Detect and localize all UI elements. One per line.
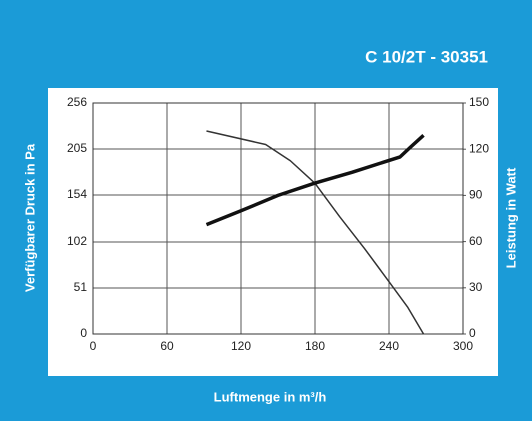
x-axis-label: Luftmenge in m³/h [214, 389, 327, 404]
series-line [206, 130, 425, 335]
x-tick-label: 240 [379, 339, 399, 353]
plot-panel [48, 88, 498, 376]
y-tick-label: 0 [80, 326, 87, 340]
y-tick-label: 154 [67, 187, 87, 201]
x-tick-label: 180 [305, 339, 325, 353]
x-tick-label: 300 [453, 339, 473, 353]
y-tick-label: 205 [67, 141, 87, 155]
y2-tick-label: 0 [469, 326, 476, 340]
y2-tick-label: 60 [469, 234, 483, 248]
y2-tick-label: 30 [469, 280, 483, 294]
y2-tick-label: 150 [469, 95, 489, 109]
y-tick-label: 256 [67, 95, 87, 109]
x-tick-label: 60 [160, 339, 174, 353]
y-tick-label: 102 [67, 234, 87, 248]
x-tick-label: 120 [231, 339, 251, 353]
x-tick-label: 0 [90, 339, 97, 353]
y2-axis-label: Leistung in Watt [503, 167, 518, 268]
series-line [205, 134, 425, 227]
y-tick-label: 51 [74, 280, 88, 294]
plot-frame [92, 102, 464, 335]
y2-tick-label: 120 [469, 141, 489, 155]
chart-title: C 10/2T - 30351 [365, 47, 488, 66]
y2-tick-label: 90 [469, 188, 483, 202]
y-axis-label: Verfügbarer Druck in Pa [22, 143, 37, 292]
